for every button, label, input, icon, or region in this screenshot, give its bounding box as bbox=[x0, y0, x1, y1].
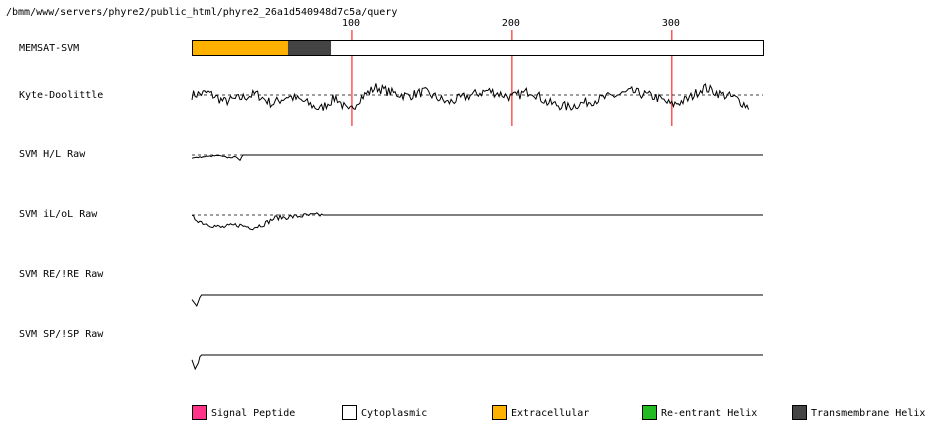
legend-swatch-signal-peptide bbox=[192, 405, 207, 420]
topology-segment-cytoplasmic bbox=[331, 40, 763, 55]
legend-swatch-reentrant-helix bbox=[642, 405, 657, 420]
legend-label-signal-peptide: Signal Peptide bbox=[211, 408, 295, 419]
legend: Signal Peptide Cytoplasmic Extracellular Re… bbox=[192, 405, 925, 420]
legend-label-transmembrane-helix: Transmembrane Helix bbox=[811, 408, 925, 419]
track-label-iloL: SVM iL/oL Raw bbox=[19, 209, 98, 220]
tick-label-100: 100 bbox=[342, 18, 360, 29]
legend-label-cytoplasmic: Cytoplasmic bbox=[361, 408, 427, 419]
tracks: MEMSAT-SVM Kyte-Doolittle SVM H/L Raw SVM i… bbox=[19, 40, 764, 371]
track-label-memsat: MEMSAT-SVM bbox=[19, 43, 79, 54]
legend-swatch-cytoplasmic bbox=[342, 405, 357, 420]
track-label-kd: Kyte-Doolittle bbox=[19, 90, 103, 101]
residue-markers: 100 200 300 bbox=[342, 18, 680, 126]
topology-bar-outline bbox=[192, 40, 764, 56]
query-path: /bmm/www/servers/phyre2/public_html/phyr… bbox=[6, 7, 397, 18]
track-label-hl: SVM H/L Raw bbox=[19, 149, 86, 160]
profile-line-re bbox=[191, 294, 763, 308]
track-label-sp: SVM SP/!SP Raw bbox=[19, 329, 104, 340]
legend-swatch-transmembrane-helix bbox=[792, 405, 807, 420]
topology-segment-extracellular bbox=[192, 40, 288, 55]
profile-line-sp bbox=[191, 354, 763, 371]
profile-line-kd bbox=[191, 83, 750, 111]
topology-segment-transmembrane-helix bbox=[287, 40, 332, 55]
profile-line-iloL bbox=[191, 212, 763, 231]
legend-label-reentrant-helix: Re-entrant Helix bbox=[661, 408, 757, 419]
legend-label-extracellular: Extracellular bbox=[511, 408, 589, 419]
track-label-re: SVM RE/!RE Raw bbox=[19, 269, 104, 280]
tick-label-200: 200 bbox=[502, 18, 520, 29]
profile-line-hl bbox=[191, 154, 763, 162]
legend-swatch-extracellular bbox=[492, 405, 507, 420]
tick-label-300: 300 bbox=[662, 18, 680, 29]
